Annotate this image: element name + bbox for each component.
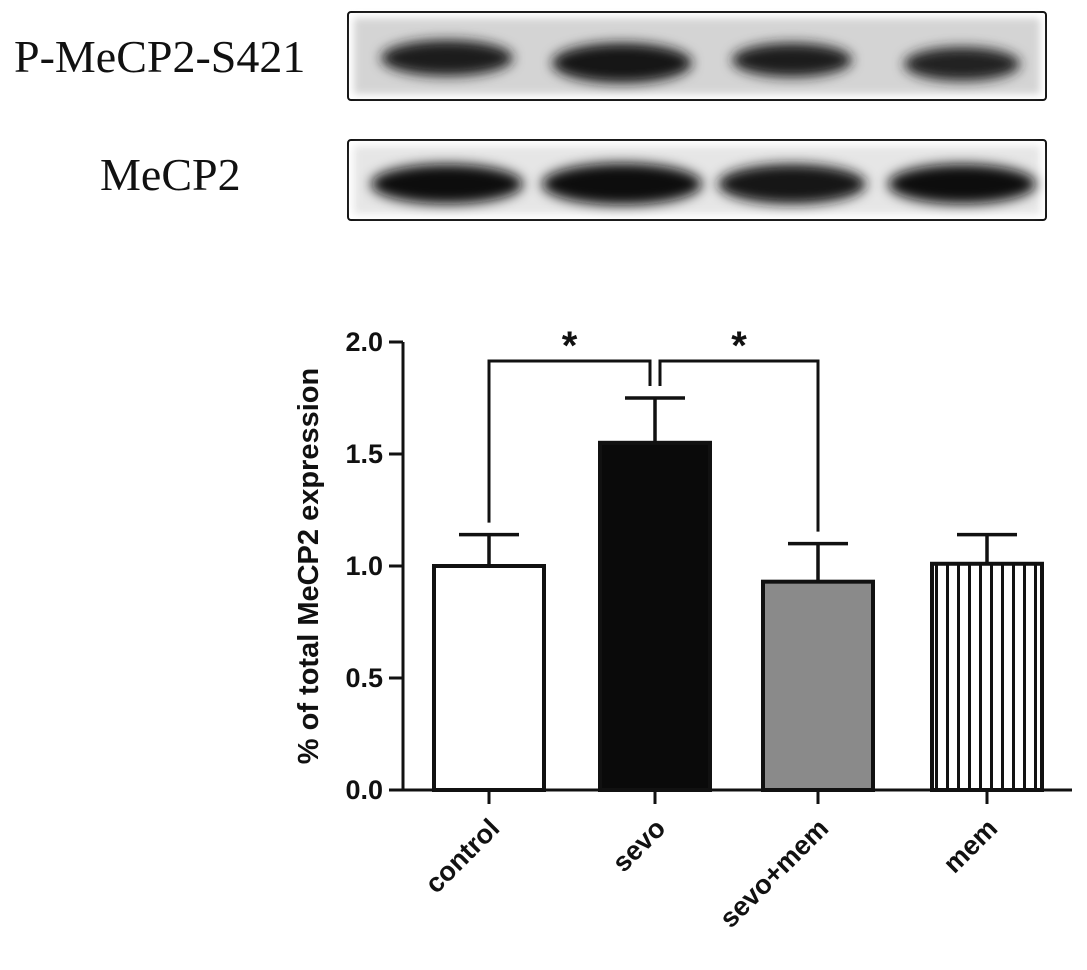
blot-panel-mecp2 <box>347 139 1047 221</box>
y-tick-label: 1.5 <box>345 439 383 469</box>
significance-bracket <box>487 359 652 523</box>
y-tick-label: 2.0 <box>345 327 383 357</box>
significance-star: * <box>562 324 578 368</box>
x-tick-label: sevo+mem <box>714 813 834 933</box>
bars <box>432 440 1044 793</box>
error-bars <box>459 396 1017 582</box>
significance-brackets: * * <box>487 324 820 532</box>
blot-band <box>732 43 852 77</box>
bar <box>598 440 712 792</box>
x-axis: control sevo sevo+mem mem <box>403 788 1072 933</box>
blot-band <box>381 40 513 76</box>
blot-band <box>552 43 692 83</box>
y-tick-label: 1.0 <box>345 551 383 581</box>
bar <box>761 579 875 792</box>
bar-chart: 0.0 0.5 1.0 1.5 2.0 control sevo sevo+mem mem *… <box>293 324 1072 933</box>
y-tick-label: 0.5 <box>345 663 383 693</box>
blot-band <box>718 164 866 204</box>
x-tick-label: mem <box>937 813 1003 879</box>
blot-band <box>371 164 523 204</box>
y-axis: 0.0 0.5 1.0 1.5 2.0 <box>345 327 405 805</box>
y-tick-label: 0.0 <box>345 775 383 805</box>
blot-band <box>542 163 702 205</box>
blot-label-p-mecp2-s421: P-MeCP2-S421 <box>14 31 306 82</box>
blot-label-mecp2: MeCP2 <box>100 149 241 200</box>
blot-panel-p-mecp2 <box>347 11 1047 101</box>
blot-band <box>888 164 1036 204</box>
bar <box>432 564 546 792</box>
y-axis-label: % of total MeCP2 expression <box>293 368 325 764</box>
blot-band <box>904 47 1020 81</box>
significance-bracket <box>658 359 820 532</box>
x-tick-label: sevo <box>607 813 672 878</box>
significance-star: * <box>731 324 747 368</box>
x-tick-label: control <box>419 813 505 899</box>
bar <box>930 561 1044 793</box>
